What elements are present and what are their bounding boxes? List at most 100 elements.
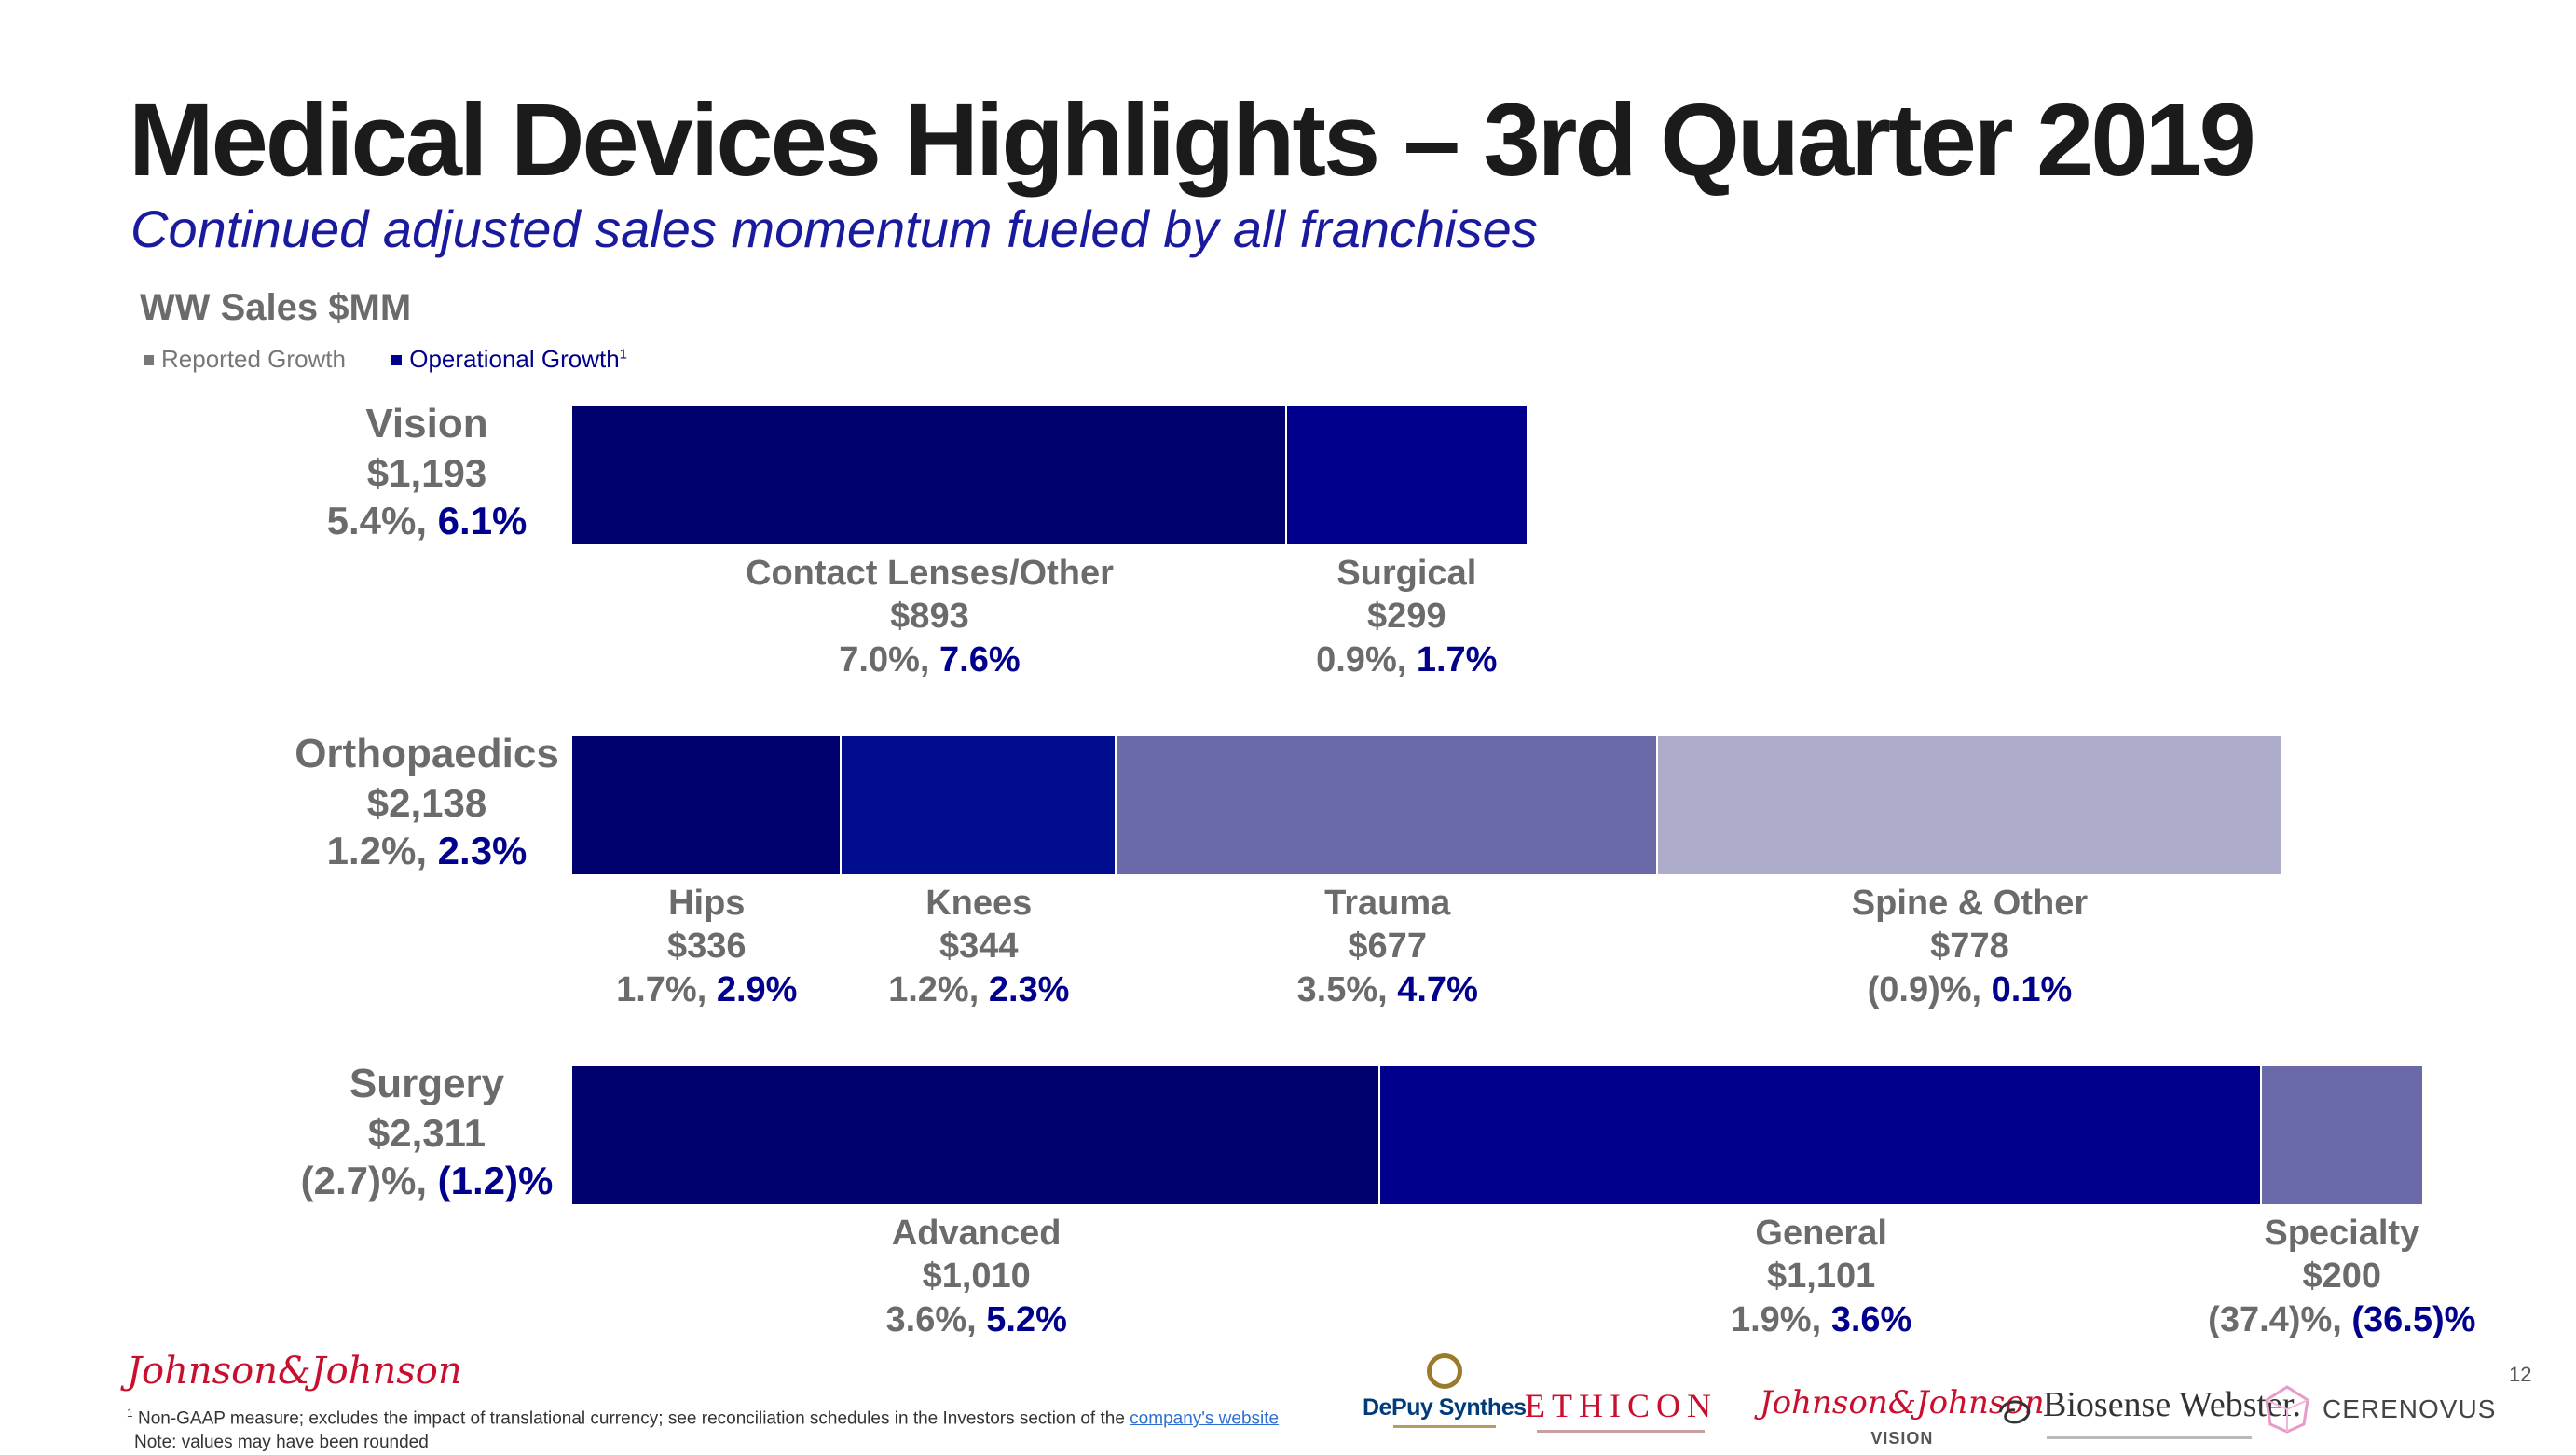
- segment-label-contact-lenses-other: Contact Lenses/Other $893 7.0%, 7.6%: [746, 552, 1114, 681]
- segment-trauma-reported-growth: 3.5%,: [1296, 969, 1398, 1009]
- segment-trauma-growth: 3.5%, 4.7%: [1297, 968, 1478, 1011]
- segment-spine-other-reported-growth: (0.9)%,: [1867, 969, 1992, 1009]
- segment-advanced-growth: 3.6%, 5.2%: [886, 1298, 1067, 1341]
- jj-vision-wordmark: Johnson&Johnson: [1760, 1384, 2045, 1421]
- segment-name-hips: Hips: [668, 884, 746, 923]
- segment-name-general: General: [1755, 1214, 1887, 1253]
- row-total-surgery: $2,311: [367, 1110, 486, 1155]
- page-number: 12: [2509, 1363, 2532, 1386]
- segment-name-specialty: Specialty: [2264, 1214, 2420, 1253]
- segment-label-general: General $1,101 1.9%, 3.6%: [1731, 1212, 1911, 1341]
- bar-orthopaedics-hips: [572, 736, 842, 874]
- row-total-orthopaedics: $2,138: [366, 780, 487, 825]
- company-website-link[interactable]: company's website: [1130, 1408, 1280, 1429]
- row-name-orthopaedics: Orthopaedics: [295, 731, 559, 776]
- depuy-synthes-wordmark: DePuy Synthes: [1363, 1394, 1527, 1421]
- legend-label-reported: Reported Growth: [161, 345, 346, 373]
- row-label-surgery: Surgery $2,311 (2.7)%, (1.2)%: [301, 1059, 554, 1204]
- page-title: Medical Devices Highlights – 3rd Quarter…: [129, 83, 2256, 198]
- depuy-synthes-logo: DePuy Synthes: [1363, 1353, 1527, 1428]
- footnote-marker: 1: [619, 346, 628, 363]
- segment-name-trauma: Trauma: [1324, 884, 1451, 923]
- row-total-vision: $1,193: [366, 450, 487, 495]
- segment-label-hips: Hips $336 1.7%, 2.9%: [616, 882, 797, 1011]
- row-vision-reported-growth: 5.4%,: [326, 498, 438, 542]
- biosense-webster-wordmark: Biosense Webster.: [2043, 1385, 2301, 1424]
- footnote-line-1: 1 Non-GAAP measure; excludes the impact …: [127, 1406, 1279, 1431]
- biosense-tagline-rule: [2047, 1435, 2252, 1439]
- chart-section-label: WW Sales $MM: [140, 287, 412, 328]
- segment-value-hips: $336: [666, 927, 747, 967]
- row-orthopaedics-operational-growth: 2.3%: [437, 828, 528, 872]
- bar-vision-contact-lenses-other: [572, 406, 1287, 544]
- depuy-tagline-rule: [1392, 1425, 1496, 1428]
- segment-spine-other-growth: (0.9)%, 0.1%: [1852, 968, 2088, 1011]
- segment-knees-operational-growth: 2.3%: [988, 969, 1070, 1009]
- legend-item-reported: Reported Growth: [144, 347, 346, 371]
- segment-name-surgical: Surgical: [1336, 554, 1477, 593]
- cerenovus-logo: CERENOVUS: [2261, 1383, 2496, 1435]
- segment-label-spine-other: Spine & Other $778 (0.9)%, 0.1%: [1852, 882, 2088, 1011]
- depuy-emblem-icon: [1426, 1353, 1462, 1389]
- segment-label-knees: Knees $344 1.2%, 2.3%: [888, 882, 1069, 1011]
- segment-label-surgical: Surgical $299 0.9%, 1.7%: [1316, 552, 1497, 681]
- row-surgery-growth: (2.7)%, (1.2)%: [301, 1157, 554, 1204]
- segment-spine-other-operational-growth: 0.1%: [1991, 969, 2073, 1009]
- segment-specialty-growth: (37.4)%, (36.5)%: [2208, 1298, 2475, 1341]
- segment-contact-lenses-other-growth: 7.0%, 7.6%: [746, 638, 1114, 681]
- row-vision-growth: 5.4%, 6.1%: [327, 497, 528, 544]
- cerenovus-wordmark: CERENOVUS: [2323, 1394, 2497, 1423]
- segment-value-surgical: $299: [1367, 597, 1446, 637]
- segment-trauma-operational-growth: 4.7%: [1397, 969, 1478, 1009]
- segment-name-advanced: Advanced: [891, 1214, 1062, 1253]
- bar-vision-surgical: [1286, 406, 1527, 544]
- segment-surgical-growth: 0.9%, 1.7%: [1316, 638, 1497, 681]
- segment-value-trauma: $677: [1348, 927, 1427, 967]
- segment-advanced-operational-growth: 5.2%: [986, 1299, 1067, 1339]
- segment-label-trauma: Trauma $677 3.5%, 4.7%: [1297, 882, 1478, 1011]
- page-subtitle: Continued adjusted sales momentum fueled…: [130, 199, 1538, 258]
- legend-item-operational: Operational Growth1: [391, 347, 627, 371]
- segment-general-growth: 1.9%, 3.6%: [1731, 1298, 1911, 1341]
- segment-contact-lenses-other-operational-growth: 7.6%: [939, 639, 1021, 679]
- row-label-vision: Vision $1,193 5.4%, 6.1%: [327, 399, 528, 544]
- footnote-rounding-note: Note: values may have been rounded: [134, 1432, 429, 1452]
- segment-hips-growth: 1.7%, 2.9%: [616, 968, 797, 1011]
- segment-contact-lenses-other-reported-growth: 7.0%,: [839, 639, 939, 679]
- johnson-and-johnson-logo: Johnson&Johnson: [127, 1350, 462, 1393]
- segment-specialty-operational-growth: (36.5)%: [2351, 1299, 2476, 1339]
- segment-label-specialty: Specialty $200 (37.4)%, (36.5)%: [2208, 1212, 2475, 1341]
- biosense-webster-logo: Biosense Webster.: [1994, 1387, 2301, 1439]
- segment-value-specialty: $200: [2302, 1256, 2382, 1297]
- segment-general-operational-growth: 3.6%: [1830, 1299, 1912, 1339]
- ethicon-logo: ETHICON: [1525, 1389, 1718, 1433]
- segment-knees-reported-growth: 1.2%,: [888, 969, 989, 1009]
- bar-surgery-advanced: [572, 1066, 1381, 1204]
- segment-name-spine-other: Spine & Other: [1851, 884, 2089, 923]
- segment-name-knees: Knees: [925, 884, 1033, 923]
- ethicon-wordmark: ETHICON: [1525, 1387, 1718, 1424]
- bar-orthopaedics-spine-other: [1658, 736, 2281, 874]
- segment-value-spine-other: $778: [1930, 927, 2009, 967]
- row-label-orthopaedics: Orthopaedics $2,138 1.2%, 2.3%: [295, 729, 559, 874]
- segment-value-general: $1,101: [1767, 1256, 1876, 1297]
- segment-knees-growth: 1.2%, 2.3%: [888, 968, 1069, 1011]
- row-vision-operational-growth: 6.1%: [437, 498, 528, 542]
- bar-surgery-general: [1380, 1066, 2262, 1204]
- segment-value-knees: $344: [939, 927, 1019, 967]
- row-surgery-operational-growth: (1.2)%: [437, 1158, 554, 1202]
- row-orthopaedics-growth: 1.2%, 2.3%: [295, 827, 559, 874]
- segment-specialty-reported-growth: (37.4)%,: [2208, 1299, 2352, 1339]
- segment-advanced-reported-growth: 3.6%,: [885, 1299, 987, 1339]
- footnote-text: Non-GAAP measure; excludes the impact of…: [137, 1408, 1125, 1429]
- footnote: 1 Non-GAAP measure; excludes the impact …: [127, 1406, 1279, 1455]
- row-name-surgery: Surgery: [349, 1061, 505, 1106]
- legend-swatch-operational: [391, 355, 403, 365]
- segment-surgical-operational-growth: 1.7%: [1416, 639, 1498, 679]
- cerenovus-crystal-icon: [2265, 1385, 2309, 1434]
- segment-label-advanced: Advanced $1,010 3.6%, 5.2%: [886, 1212, 1067, 1341]
- footnote-number: 1: [127, 1407, 133, 1420]
- segment-hips-reported-growth: 1.7%,: [616, 969, 717, 1009]
- bar-surgery-specialty: [2261, 1066, 2422, 1204]
